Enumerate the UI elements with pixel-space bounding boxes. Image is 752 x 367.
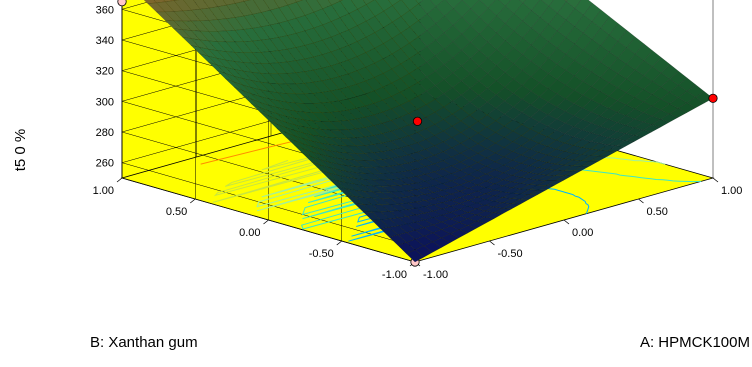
surface-cell [635, 43, 653, 61]
surface-cell [294, 0, 304, 3]
x-tick-label: 0.00 [572, 227, 593, 239]
x-axis-title: A: HPMCK100M [640, 334, 750, 351]
surface-cell [153, 0, 166, 4]
y-tick-label: -0.50 [309, 248, 334, 260]
surface-cell [540, 0, 554, 7]
surface-cell [626, 36, 645, 55]
surface-cell [232, 0, 245, 4]
z-tick-label: 260 [96, 158, 114, 170]
surface-cell [242, 0, 251, 2]
y-tick-label: 1.00 [93, 185, 114, 197]
surface-cell [564, 0, 568, 2]
z-tick-label: 340 [96, 35, 114, 47]
b-tick-mark [336, 240, 342, 246]
surface-cell [401, 0, 419, 11]
surface-cell [643, 50, 662, 67]
design-point-above [412, 116, 423, 126]
x-tick-label: 1.00 [721, 185, 742, 197]
surface-cell [470, 0, 489, 18]
b-tick-mark [263, 219, 269, 225]
surface-cell [163, 0, 175, 3]
surface-cell [519, 0, 526, 4]
surface-cell [487, 0, 506, 16]
surface-cell [498, 0, 512, 7]
surface-cell [284, 0, 297, 6]
y-tick-label: 0.00 [239, 227, 260, 239]
surface-cell [222, 0, 236, 6]
a-tick-mark [489, 240, 495, 246]
surface-cell [660, 64, 679, 80]
z-tick-label: 300 [96, 96, 114, 108]
y-tick-label: 0.50 [166, 206, 187, 218]
surface-cell [445, 0, 463, 9]
response-surface [143, 0, 714, 263]
x-tick-label: 0.50 [647, 206, 668, 218]
surface-cell [591, 9, 610, 29]
surface-cell [418, 0, 437, 15]
surface-cell [461, 0, 480, 9]
surface-cell [566, 0, 582, 9]
design-point-below [117, 0, 127, 7]
surface-cell [183, 0, 201, 11]
x-tick-label: -0.50 [498, 248, 523, 260]
design-points [412, 93, 718, 126]
surface-cell [339, 0, 344, 2]
surface-cell [583, 2, 602, 22]
surface-cell [243, 0, 262, 15]
surface-cell [415, 0, 424, 4]
surface-cell [305, 0, 324, 13]
a-tick-mark [712, 177, 719, 183]
surface-cell [600, 16, 619, 36]
surface-cell [505, 0, 524, 14]
surface-cell [143, 0, 158, 4]
x-tick-label: -1.00 [423, 269, 448, 281]
y-axis-title: B: Xanthan gum [90, 334, 198, 351]
tick-labels: 260280300320340360380400-1.00-0.500.000.… [93, 4, 743, 281]
surface-cell [609, 23, 628, 42]
a-tick-mark [638, 198, 644, 204]
y-tick-label: -1.00 [382, 269, 407, 281]
surface-cell [173, 0, 180, 1]
b-tick-mark [190, 198, 196, 204]
z-tick-label: 360 [96, 4, 114, 16]
a-tick-mark [563, 219, 570, 225]
surface-cell [617, 30, 636, 48]
surface-cell [531, 0, 550, 18]
z-tick-label: 280 [96, 127, 114, 139]
z-axis-title: t5 0 % [12, 129, 29, 172]
b-tick-mark [116, 177, 123, 183]
z-tick-label: 320 [96, 66, 114, 78]
design-point-above [708, 93, 718, 103]
surface-cell [678, 77, 697, 92]
